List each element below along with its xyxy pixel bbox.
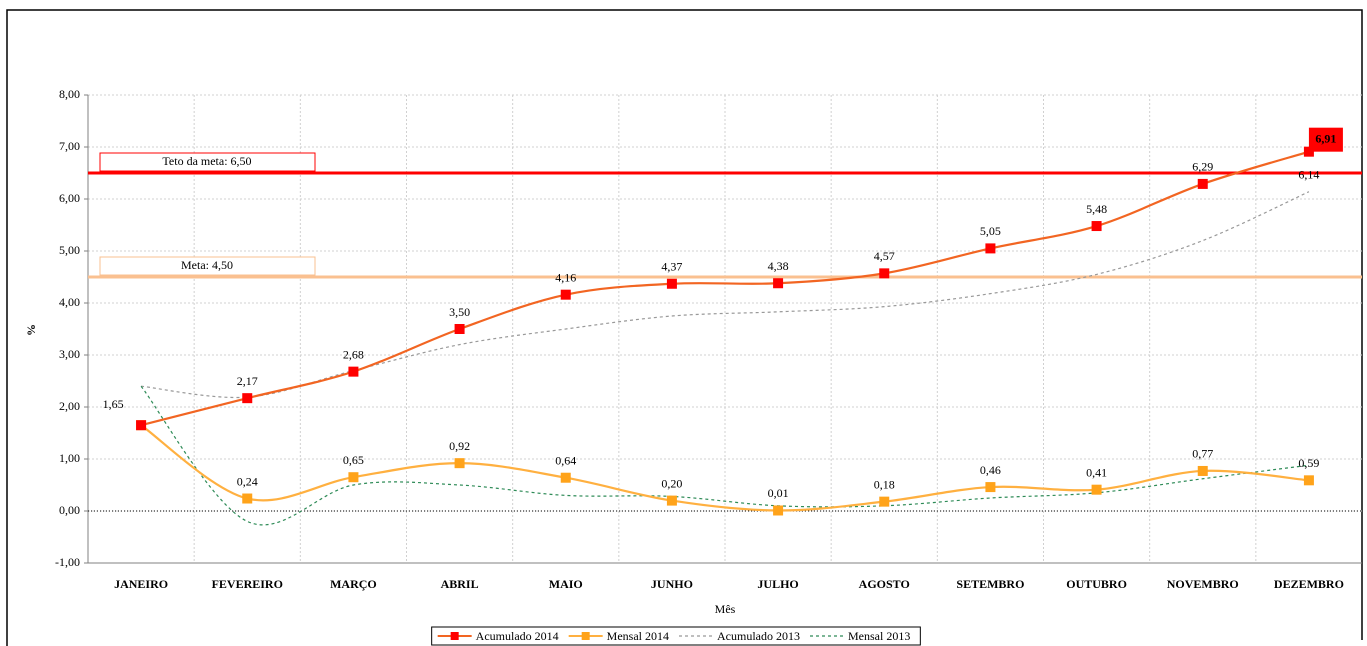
x-tick-label: FEVEREIRO xyxy=(212,577,283,591)
series-line xyxy=(141,191,1310,399)
x-tick-label: JUNHO xyxy=(651,577,693,591)
y-tick-label: 8,00 xyxy=(59,87,80,101)
legend: Acumulado 2014 Mensal 2014 Acumulado 2013 M… xyxy=(431,626,921,646)
data-label: 0,59 xyxy=(1298,456,1319,470)
data-label: 0,65 xyxy=(343,453,364,467)
data-label: 0,24 xyxy=(237,474,258,488)
y-axis-label: % xyxy=(24,324,38,336)
marker xyxy=(985,482,996,493)
data-label: 6,14 xyxy=(1298,167,1319,181)
data-label: 4,57 xyxy=(874,249,895,263)
legend-marker xyxy=(450,632,459,640)
y-tick-label: 2,00 xyxy=(59,399,80,413)
marker xyxy=(560,289,571,300)
marker xyxy=(560,472,571,483)
data-label: 0,20 xyxy=(661,476,682,490)
data-label: 2,17 xyxy=(237,374,258,388)
y-tick-label: -1,00 xyxy=(55,555,80,569)
data-label: 0,77 xyxy=(1192,447,1213,461)
reference-label: Meta: 4,50 xyxy=(181,258,233,272)
x-tick-label: ABRIL xyxy=(441,577,479,591)
legend-label: Mensal 2014 xyxy=(607,629,669,643)
y-tick-label: 7,00 xyxy=(59,139,80,153)
data-label: 4,38 xyxy=(768,259,789,273)
marker xyxy=(1091,484,1102,495)
marker xyxy=(773,505,784,516)
y-tick-label: 5,00 xyxy=(59,243,80,257)
data-label: 0,01 xyxy=(768,486,789,500)
data-label: 0,46 xyxy=(980,463,1001,477)
legend-label: Acumulado 2013 xyxy=(717,629,800,643)
marker xyxy=(985,243,996,254)
marker xyxy=(879,496,890,507)
reference-label: Teto da meta: 6,50 xyxy=(162,154,251,168)
series-line xyxy=(140,150,1310,427)
x-tick-label: OUTUBRO xyxy=(1066,577,1127,591)
highlight-label-box xyxy=(1308,127,1343,152)
marker xyxy=(136,420,147,431)
marker xyxy=(879,268,890,279)
x-tick-label: NOVEMBRO xyxy=(1167,577,1239,591)
marker xyxy=(348,472,359,483)
legend-label: Mensal 2013 xyxy=(848,629,910,643)
x-axis-label: Mês xyxy=(715,602,736,616)
marker xyxy=(1091,221,1102,232)
legend-box xyxy=(431,626,921,646)
data-label: 0,41 xyxy=(1086,465,1107,479)
data-label: 6,91 xyxy=(1315,131,1336,145)
series-line xyxy=(140,424,1310,512)
marker xyxy=(454,458,465,469)
marker xyxy=(242,493,253,504)
x-tick-label: MAIO xyxy=(549,577,583,591)
data-label: 0,64 xyxy=(555,453,576,467)
y-tick-label: 6,00 xyxy=(59,191,80,205)
data-label: 3,50 xyxy=(449,305,470,319)
marker xyxy=(1197,465,1208,476)
x-tick-label: MARÇO xyxy=(330,577,377,591)
x-tick-label: AGOSTO xyxy=(859,577,910,591)
marker xyxy=(1303,475,1314,486)
frame xyxy=(6,9,1363,646)
x-tick-label: DEZEMBRO xyxy=(1274,577,1344,591)
marker xyxy=(666,495,677,506)
y-tick-label: 3,00 xyxy=(59,347,80,361)
legend-marker xyxy=(581,632,590,640)
data-label: 4,16 xyxy=(555,270,576,284)
data-label: 0,18 xyxy=(874,477,895,491)
data-label: 1,65 xyxy=(103,397,124,411)
marker xyxy=(666,278,677,289)
data-label: 5,05 xyxy=(980,224,1001,238)
x-tick-label: SETEMBRO xyxy=(956,577,1024,591)
data-label: 5,48 xyxy=(1086,202,1107,216)
x-tick-label: JULHO xyxy=(757,577,798,591)
marker xyxy=(773,278,784,289)
data-label: 6,29 xyxy=(1192,160,1213,174)
marker xyxy=(348,366,359,377)
y-tick-label: 0,00 xyxy=(59,503,80,517)
reference-label-box xyxy=(99,152,316,172)
data-label: 0,92 xyxy=(449,439,470,453)
legend-label: Acumulado 2014 xyxy=(476,629,559,643)
marker xyxy=(454,324,465,334)
data-label: 4,37 xyxy=(661,260,682,274)
reference-label-box xyxy=(99,256,316,276)
marker xyxy=(1197,178,1208,189)
y-tick-label: 4,00 xyxy=(59,295,80,309)
x-tick-label: JANEIRO xyxy=(114,577,168,591)
marker xyxy=(242,393,253,404)
y-tick-label: 1,00 xyxy=(59,451,80,465)
data-label: 2,68 xyxy=(343,347,364,361)
